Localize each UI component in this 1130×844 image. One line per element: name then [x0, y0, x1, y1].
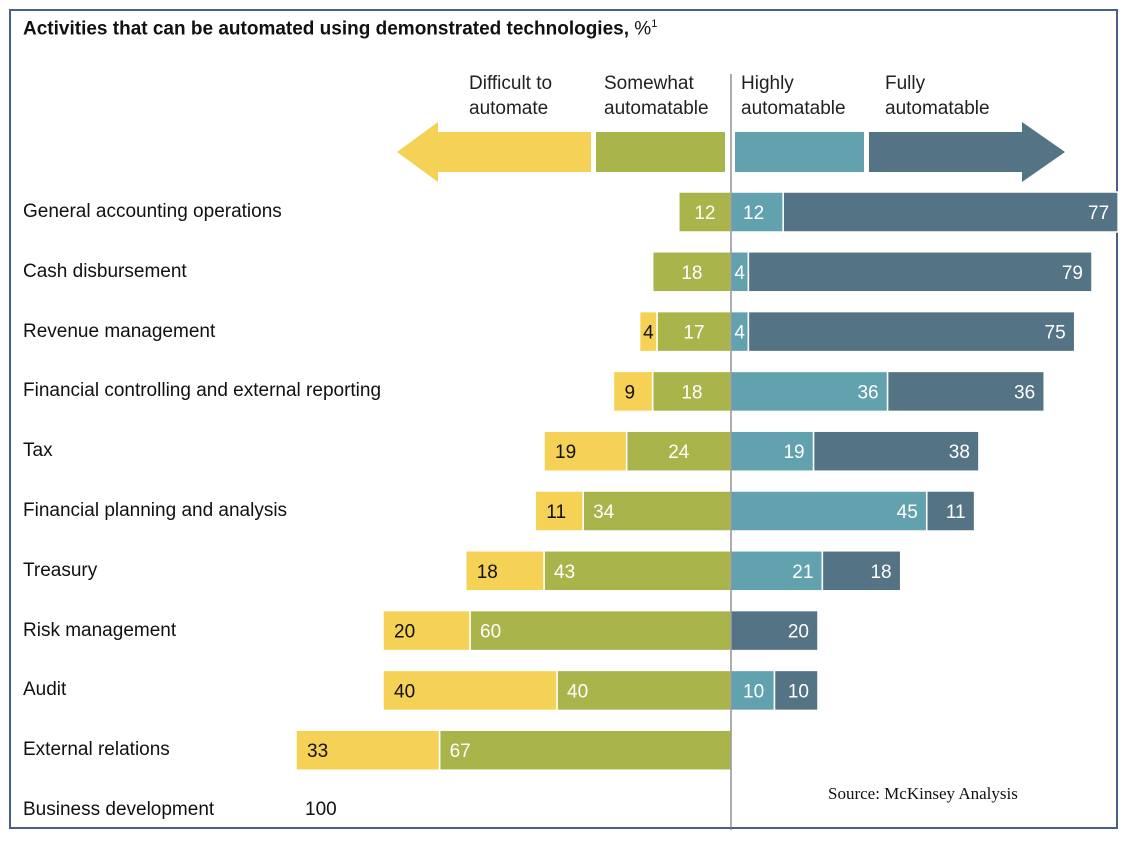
- value-label-difficult: 33: [307, 741, 328, 762]
- source-note: Source: McKinsey Analysis: [828, 784, 1018, 803]
- bar-somewhat: [469, 609, 732, 652]
- bar-fully: [812, 430, 980, 472]
- bar-fully: [773, 669, 819, 712]
- value-label-somewhat: 43: [554, 562, 575, 583]
- value-label-highly: 45: [897, 502, 918, 523]
- bar-highly: [730, 490, 928, 532]
- category-label: External relations: [23, 739, 170, 761]
- category-label: Business development: [23, 799, 215, 820]
- bar-somewhat: [438, 729, 732, 771]
- value-label-highly: 4: [734, 263, 745, 284]
- value-label-difficult: 19: [555, 442, 576, 463]
- value-label-somewhat: 34: [593, 502, 615, 523]
- bar-somewhat: [625, 430, 732, 472]
- bar-fully: [886, 370, 1045, 413]
- value-label-somewhat: 12: [694, 203, 715, 224]
- chart-title: Activities that can be automated using d…: [23, 18, 658, 40]
- legend-bar-somewhat: [596, 132, 725, 172]
- bar-difficult: [638, 310, 658, 353]
- value-label-somewhat: 67: [450, 741, 471, 762]
- bar-highly: [730, 430, 815, 472]
- legend-label-difficult: Difficult to automate: [469, 73, 553, 119]
- bar-fully: [730, 609, 819, 652]
- bar-difficult: [295, 729, 441, 771]
- value-label-somewhat: 60: [480, 622, 501, 643]
- value-label-somewhat: 18: [681, 263, 702, 284]
- value-label-fully: 38: [949, 442, 970, 463]
- category-label: Financial planning and analysis: [23, 500, 288, 521]
- bar-fully: [782, 191, 1119, 233]
- value-label-fully: 11: [946, 502, 966, 523]
- value-label-fully: 77: [1088, 203, 1109, 224]
- category-label: Audit: [23, 679, 67, 701]
- bar-difficult: [612, 370, 654, 413]
- bar-somewhat: [543, 550, 732, 592]
- bar-difficult: [382, 609, 471, 652]
- category-label: General accounting operations: [23, 201, 282, 222]
- category-label: Revenue management: [23, 320, 216, 342]
- value-label-difficult: 40: [394, 681, 415, 702]
- bars-group: 12 12 77 18 4 79 17 4 4 75 18 9 36 36 24 19 19 38 34 11 45 11…: [295, 191, 1119, 820]
- bar-somewhat: [582, 490, 732, 532]
- bar-difficult: [543, 430, 628, 472]
- bar-difficult: [464, 550, 545, 592]
- chart-frame: [9, 9, 1118, 829]
- value-label-highly: 19: [783, 442, 804, 463]
- value-label-highly: 21: [792, 562, 813, 583]
- bar-fully: [747, 251, 1093, 293]
- value-label-difficult: 18: [477, 562, 498, 583]
- value-label-difficult: 9: [625, 382, 636, 403]
- category-label: Risk management: [23, 619, 177, 641]
- value-label-highly: 12: [743, 203, 764, 224]
- bar-highly: [730, 370, 889, 413]
- category-label: Tax: [23, 440, 53, 462]
- value-label-fully: 79: [1062, 263, 1083, 284]
- value-label-difficult: 100: [305, 799, 337, 820]
- category-label: Treasury: [23, 559, 98, 581]
- value-label-fully: 10: [788, 681, 809, 702]
- legend-bar-highly: [735, 132, 864, 172]
- value-label-fully: 75: [1045, 323, 1066, 344]
- bar-somewhat: [556, 669, 732, 712]
- value-label-fully: 18: [870, 562, 891, 583]
- value-label-difficult: 11: [546, 502, 566, 523]
- value-label-difficult: 20: [394, 622, 415, 643]
- bar-somewhat: [651, 370, 732, 413]
- value-label-fully: 20: [788, 622, 809, 643]
- legend-arrow-difficult: [397, 122, 591, 182]
- value-label-highly: 10: [743, 681, 764, 702]
- value-label-somewhat: 24: [668, 442, 690, 463]
- legend-arrow-fully: [869, 122, 1065, 182]
- legend-label-highly: Highly automatable: [741, 73, 846, 119]
- bar-fully: [821, 550, 902, 592]
- value-label-highly: 4: [734, 323, 745, 344]
- value-label-highly: 36: [857, 382, 878, 403]
- bar-fully: [747, 310, 1076, 353]
- legend-label-fully: Fully automatable: [885, 73, 990, 119]
- value-label-somewhat: 17: [683, 323, 704, 344]
- bar-difficult: [534, 490, 584, 532]
- category-label: Financial controlling and external repor…: [23, 380, 382, 402]
- legend-label-somewhat: Somewhat automatable: [604, 73, 709, 119]
- value-label-fully: 36: [1014, 382, 1035, 403]
- value-label-difficult: 4: [643, 323, 654, 344]
- bar-fully: [926, 490, 976, 532]
- value-label-somewhat: 40: [567, 681, 588, 702]
- category-label: Cash disbursement: [23, 260, 187, 282]
- value-label-somewhat: 18: [681, 382, 702, 403]
- bar-difficult: [382, 669, 558, 712]
